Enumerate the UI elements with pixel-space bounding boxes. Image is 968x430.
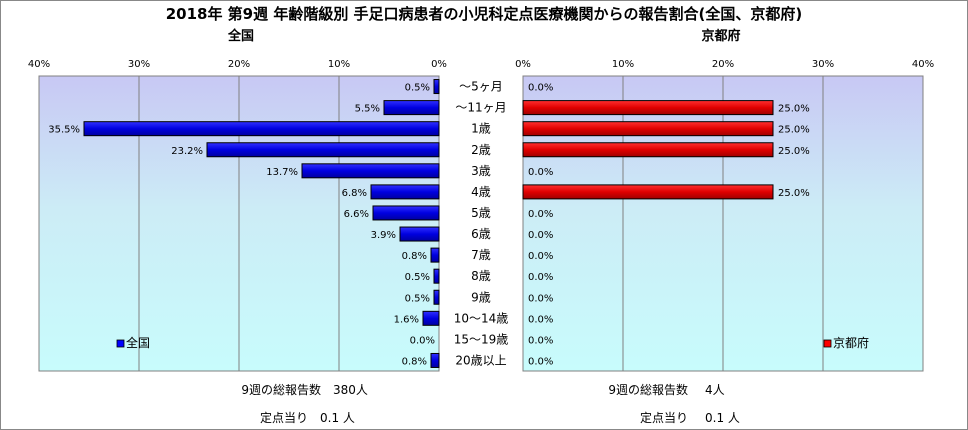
data-label-kyoto: 0.0% — [528, 335, 553, 346]
bar-kyoto — [522, 184, 774, 200]
data-label-national: 3.9% — [371, 230, 396, 241]
tick-labels: 0% 0% 10% 10% 20% 20% 30% 30% 40% 40% — [28, 59, 934, 70]
total-label-kyoto: 9週の総報告数 — [608, 382, 688, 397]
category-label: 5歳 — [471, 206, 491, 220]
bar-kyoto — [522, 100, 774, 116]
footer-national: 9週の総報告数 380人 定点当り 0.1 人 — [241, 382, 368, 425]
subtitle-national: 全国 — [227, 28, 254, 44]
tick-label-national: 30% — [128, 59, 150, 70]
per-value-kyoto: 0.1 人 — [705, 411, 740, 425]
bar-national — [433, 79, 440, 95]
data-label-national: 23.2% — [171, 146, 203, 157]
legend-swatch-kyoto — [823, 339, 832, 348]
data-label-national: 0.5% — [405, 272, 430, 283]
chart-title: 2018年 第9週 年齢階級別 手足口病患者の小児科定点医療機関からの報告割合(… — [166, 5, 803, 23]
tick-label-national: 20% — [228, 59, 250, 70]
data-label-national: 0.8% — [402, 251, 427, 262]
tick-label-kyoto: 20% — [712, 59, 734, 70]
data-label-kyoto: 0.0% — [528, 356, 553, 367]
total-label-national: 9週の総報告数 — [241, 382, 321, 397]
category-label: 2歳 — [471, 143, 491, 157]
category-label: 7歳 — [471, 248, 491, 262]
per-label-kyoto: 定点当り — [640, 410, 688, 425]
category-label: 4歳 — [471, 185, 491, 199]
data-label-national: 1.6% — [394, 314, 419, 325]
data-label-kyoto: 0.0% — [528, 293, 553, 304]
tick-label-national: 0% — [431, 59, 447, 70]
data-label-kyoto: 25.0% — [778, 104, 810, 115]
data-label-national: 5.5% — [355, 104, 380, 115]
data-label-kyoto: 0.0% — [528, 83, 553, 94]
total-value-kyoto: 4人 — [705, 383, 725, 397]
bar-national — [422, 310, 440, 326]
data-label-kyoto: 0.0% — [528, 251, 553, 262]
data-label-kyoto: 0.0% — [528, 314, 553, 325]
data-label-kyoto: 0.0% — [528, 167, 553, 178]
category-label: 15～19歳 — [454, 332, 509, 346]
category-label: 10～14歳 — [454, 311, 509, 325]
category-label: 6歳 — [471, 227, 491, 241]
bar-national — [372, 205, 440, 221]
data-label-kyoto: 0.0% — [528, 230, 553, 241]
bar-national — [206, 142, 440, 158]
legend-swatch-national — [116, 339, 125, 348]
legend-label-kyoto: 京都府 — [833, 335, 869, 350]
bar-national — [83, 121, 440, 137]
tick-label-national: 40% — [28, 59, 50, 70]
category-label: 20歳以上 — [455, 353, 506, 367]
bar-national — [370, 184, 440, 200]
total-value-national: 380人 — [333, 383, 368, 397]
category-label: 9歳 — [471, 290, 491, 304]
bar-kyoto — [522, 142, 774, 158]
data-label-kyoto: 25.0% — [778, 146, 810, 157]
category-label: 8歳 — [471, 269, 491, 283]
bar-national — [301, 163, 440, 179]
category-label: 1歳 — [471, 122, 491, 136]
legend-kyoto: 京都府 — [823, 335, 869, 350]
bar-national — [430, 352, 440, 368]
bars — [83, 79, 774, 368]
data-label-national: 6.6% — [344, 209, 369, 220]
bar-national — [430, 247, 440, 263]
data-label-national: 0.5% — [405, 83, 430, 94]
bar-national — [383, 100, 440, 116]
bar-national — [399, 226, 440, 242]
bar-national — [433, 268, 440, 284]
data-label-national: 0.0% — [410, 335, 435, 346]
category-labels: ～5ヶ月 ～11ヶ月 1歳 2歳 3歳 4歳 5歳 6歳 7歳 8歳 9歳 10～14歳 15～19歳 2… — [454, 80, 509, 368]
data-label-kyoto: 25.0% — [778, 188, 810, 199]
category-label: ～5ヶ月 — [459, 80, 503, 94]
data-label-national: 0.5% — [405, 293, 430, 304]
data-label-national: 35.5% — [48, 125, 80, 136]
data-label-kyoto: 25.0% — [778, 125, 810, 136]
category-label: ～11ヶ月 — [455, 101, 506, 115]
bar-kyoto — [522, 121, 774, 137]
data-label-national: 6.8% — [342, 188, 367, 199]
tick-label-kyoto: 40% — [912, 59, 934, 70]
tick-label-kyoto: 10% — [612, 59, 634, 70]
category-label: 3歳 — [471, 164, 491, 178]
tick-label-national: 10% — [328, 59, 350, 70]
data-label-kyoto: 0.0% — [528, 272, 553, 283]
data-labels: 0.5% 5.5% 35.5% 23.2% 13.7% 6.8% 6.6%3.9% 0.8% 0… — [48, 83, 810, 368]
tick-label-kyoto: 0% — [515, 59, 531, 70]
per-label-national: 定点当り — [260, 410, 308, 425]
legend-label-national: 全国 — [126, 335, 150, 350]
per-value-national: 0.1 人 — [320, 411, 355, 425]
data-label-kyoto: 0.0% — [528, 209, 553, 220]
bar-national — [433, 289, 440, 305]
data-label-national: 13.7% — [266, 167, 298, 178]
tick-label-kyoto: 30% — [812, 59, 834, 70]
legend-national: 全国 — [116, 335, 150, 350]
subtitle-kyoto: 京都府 — [701, 28, 740, 44]
footer-kyoto: 9週の総報告数 4人 定点当り 0.1 人 — [608, 382, 740, 425]
data-label-national: 0.8% — [402, 356, 427, 367]
